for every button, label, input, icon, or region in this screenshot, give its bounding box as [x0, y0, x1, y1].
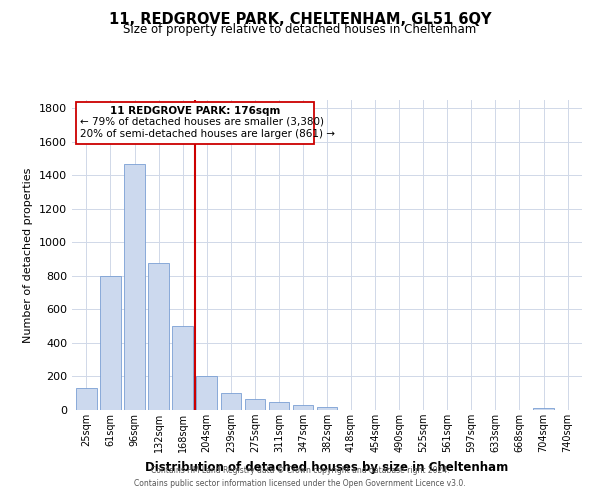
Text: ← 79% of detached houses are smaller (3,380): ← 79% of detached houses are smaller (3,…	[80, 117, 325, 127]
Bar	[100, 276, 121, 410]
X-axis label: Distribution of detached houses by size in Cheltenham: Distribution of detached houses by size …	[145, 460, 509, 473]
Bar	[269, 402, 289, 410]
Text: Size of property relative to detached houses in Cheltenham: Size of property relative to detached ho…	[124, 22, 476, 36]
Bar	[196, 376, 217, 410]
Text: 20% of semi-detached houses are larger (861) →: 20% of semi-detached houses are larger (…	[80, 130, 335, 140]
Bar	[124, 164, 145, 410]
Bar	[533, 408, 554, 410]
Text: 11 REDGROVE PARK: 176sqm: 11 REDGROVE PARK: 176sqm	[110, 106, 280, 117]
Bar	[221, 393, 241, 410]
Bar	[76, 388, 97, 410]
Bar	[245, 399, 265, 410]
Bar	[172, 326, 193, 410]
Bar	[293, 405, 313, 410]
Bar	[76, 102, 314, 143]
Y-axis label: Number of detached properties: Number of detached properties	[23, 168, 34, 342]
Text: Contains HM Land Registry data © Crown copyright and database right 2024.
Contai: Contains HM Land Registry data © Crown c…	[134, 466, 466, 487]
Bar	[317, 406, 337, 410]
Text: 11, REDGROVE PARK, CHELTENHAM, GL51 6QY: 11, REDGROVE PARK, CHELTENHAM, GL51 6QY	[109, 12, 491, 28]
Bar	[148, 262, 169, 410]
